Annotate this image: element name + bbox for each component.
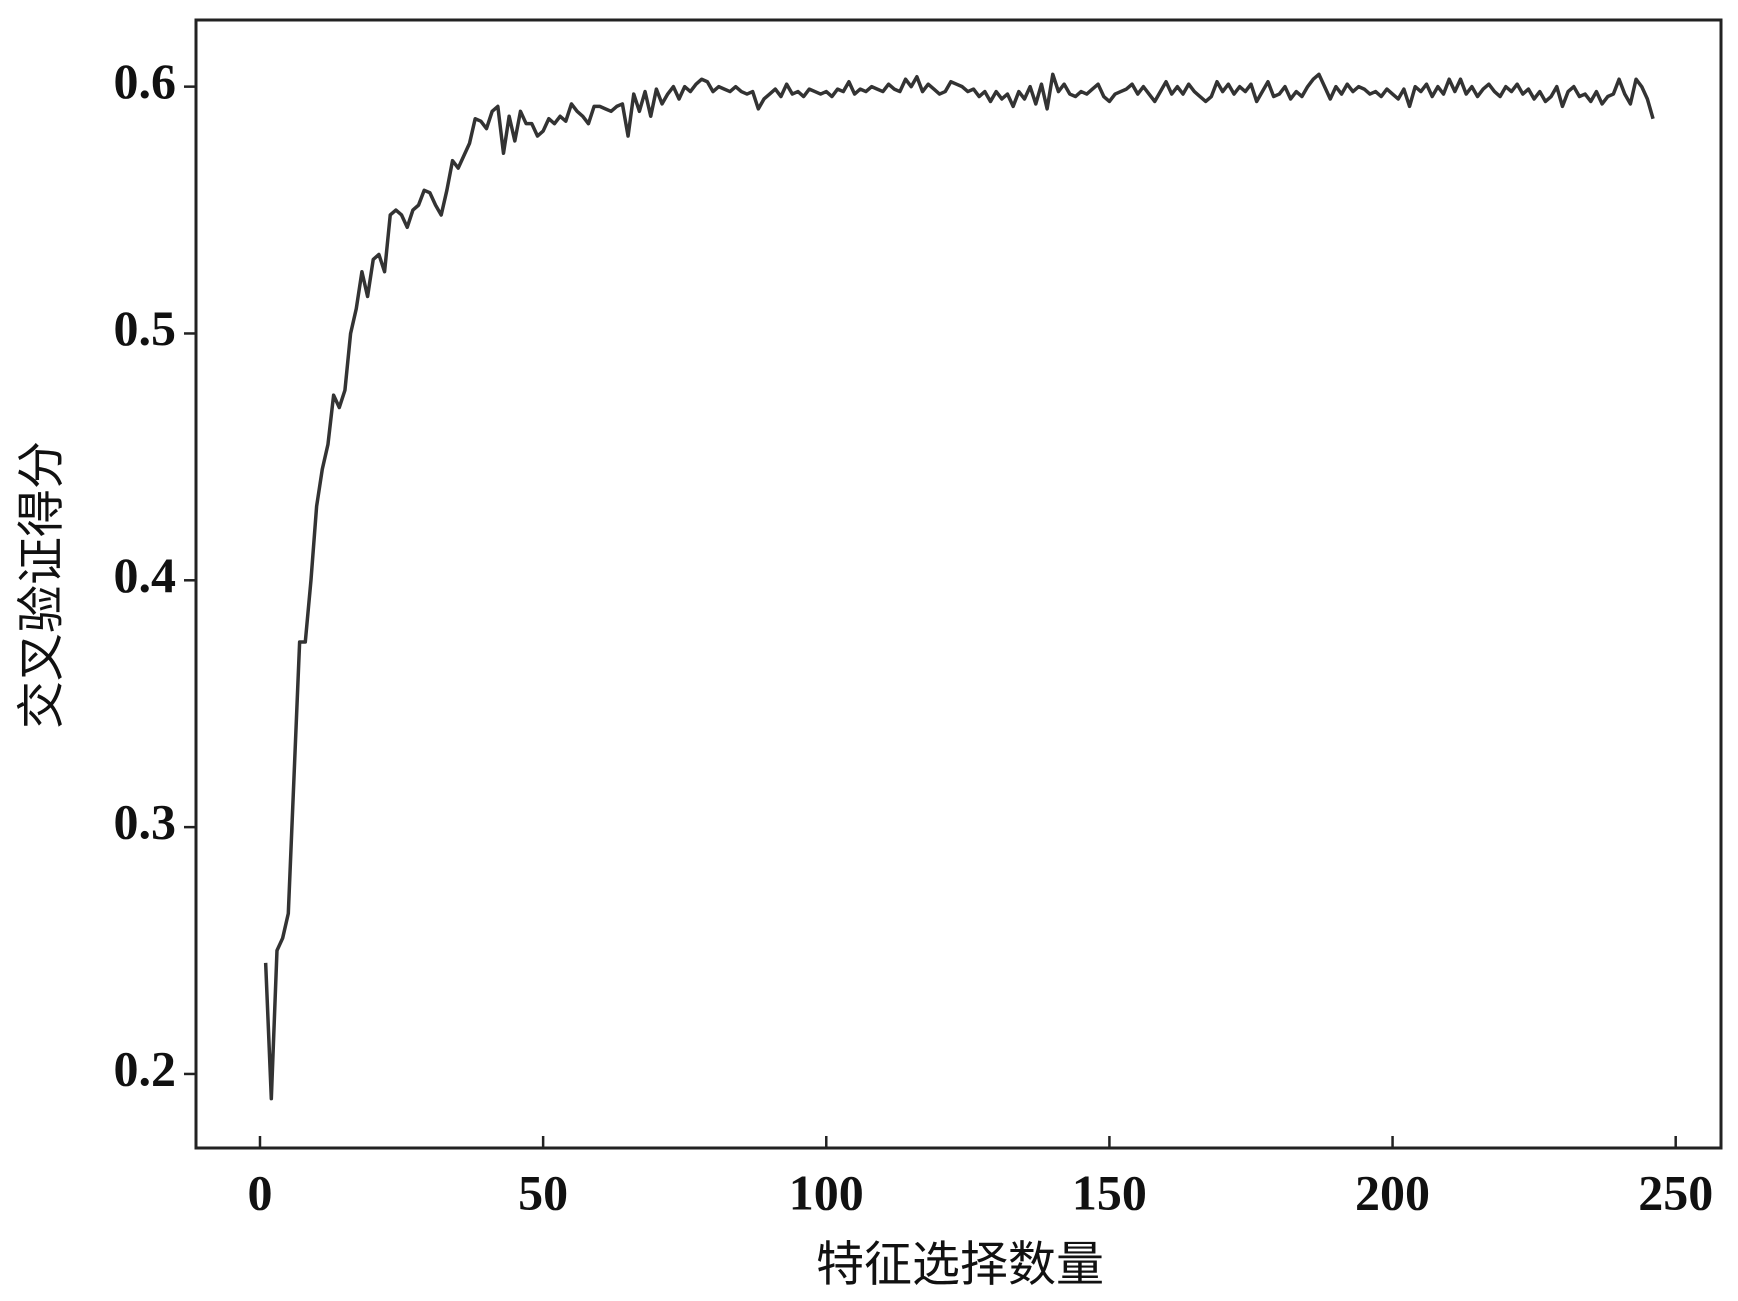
x-tick-label: 250 [1638,1164,1713,1220]
x-axis-label: 特征选择数量 [816,1237,1104,1293]
x-tick-label: 200 [1355,1164,1430,1220]
x-tick-label: 0 [247,1164,272,1220]
y-tick-label: 0.2 [114,1040,177,1096]
y-tick-label: 0.6 [114,53,177,109]
x-tick-label: 50 [518,1164,568,1220]
y-tick-label: 0.4 [114,547,177,603]
y-axis-label: 交叉验证得分 [14,441,70,729]
x-tick-label: 150 [1072,1164,1147,1220]
plot-frame [194,18,1723,1150]
x-tick-label: 100 [789,1164,864,1220]
y-tick-label: 0.3 [114,794,177,850]
line-series [263,72,1655,1101]
y-tick-label: 0.5 [114,300,177,356]
